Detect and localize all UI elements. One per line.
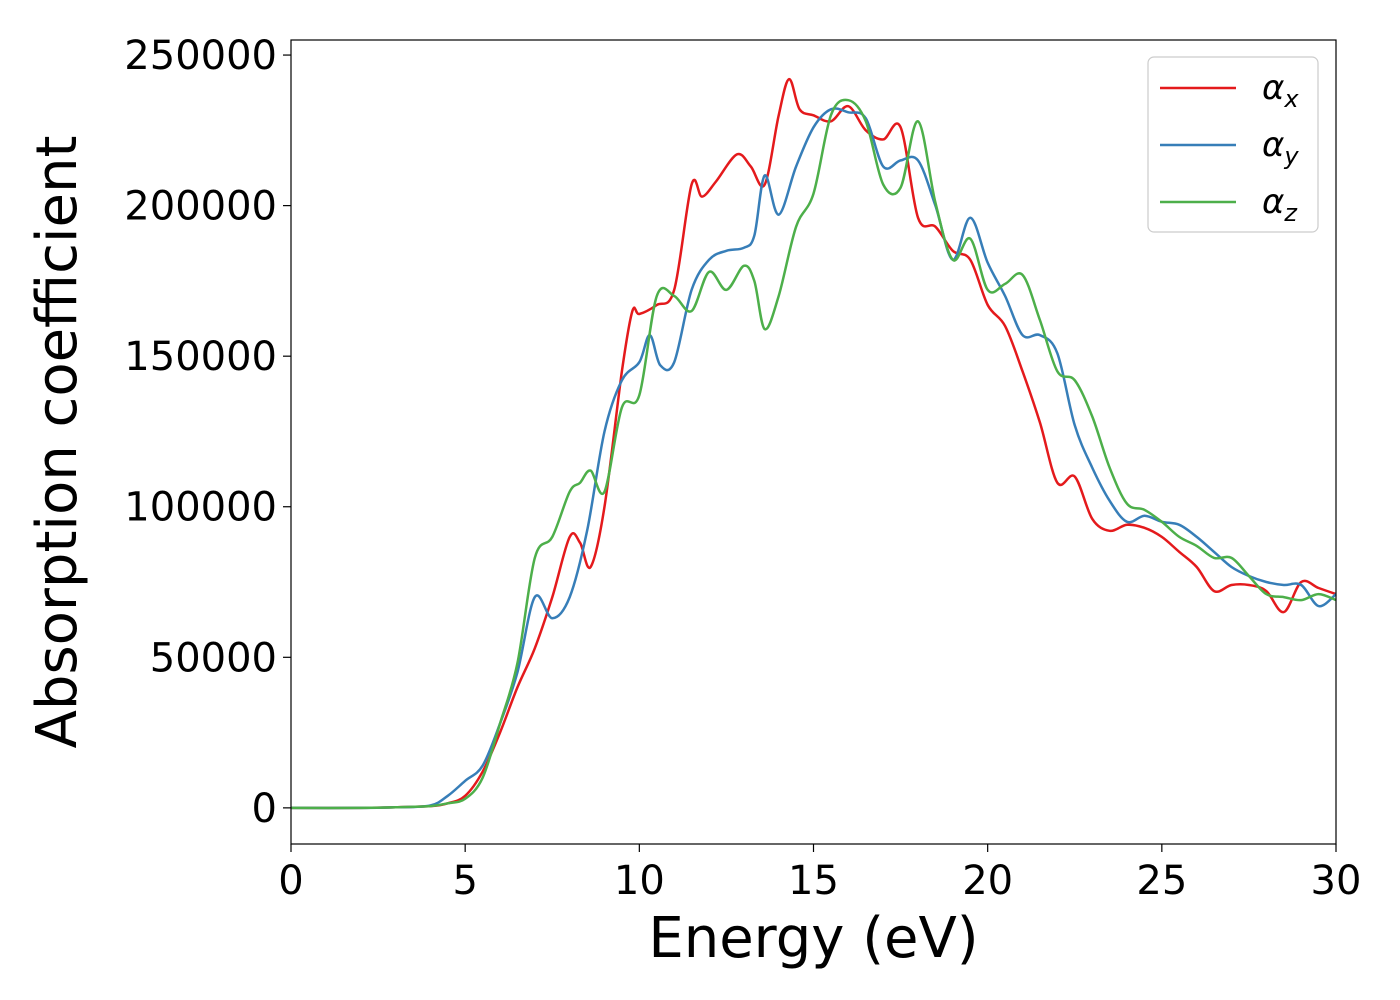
x-axis-label: Energy (eV) — [648, 906, 978, 971]
legend-symbol: α — [1262, 182, 1284, 222]
x-tick-label: 5 — [452, 858, 477, 904]
y-axis-label: Absorption coefficient — [25, 136, 90, 749]
y-tick-label: 100000 — [124, 485, 277, 531]
x-tick-label: 20 — [962, 858, 1013, 904]
legend-subscript: y — [1283, 142, 1299, 170]
y-tick-label: 200000 — [124, 184, 277, 230]
legend-symbol: α — [1262, 125, 1284, 165]
x-tick-label: 15 — [788, 858, 839, 904]
series-line-alpha-x — [290, 77, 1337, 810]
x-axis: 0 5 10 15 20 25 30 — [278, 844, 1361, 904]
x-tick-label: 30 — [1311, 858, 1362, 904]
y-tick-label: 250000 — [124, 33, 277, 79]
x-tick-label: 10 — [614, 858, 665, 904]
y-tick-label: 150000 — [124, 334, 277, 380]
legend-entry-z: αz — [1262, 182, 1298, 227]
legend-entry-x: αx — [1262, 68, 1299, 113]
legend-entry-y: αy — [1262, 125, 1299, 170]
legend-symbol: α — [1262, 68, 1284, 108]
y-tick-label: 50000 — [150, 635, 277, 681]
x-tick-label: 0 — [278, 858, 303, 904]
legend-subscript: z — [1283, 199, 1298, 227]
y-axis: 0 50000 100000 150000 200000 250000 — [124, 33, 291, 832]
series-layer — [290, 77, 1337, 810]
series-line-alpha-z — [290, 98, 1337, 810]
x-tick-label: 25 — [1136, 858, 1187, 904]
legend-subscript: x — [1283, 85, 1299, 113]
y-tick-label: 0 — [252, 786, 277, 832]
